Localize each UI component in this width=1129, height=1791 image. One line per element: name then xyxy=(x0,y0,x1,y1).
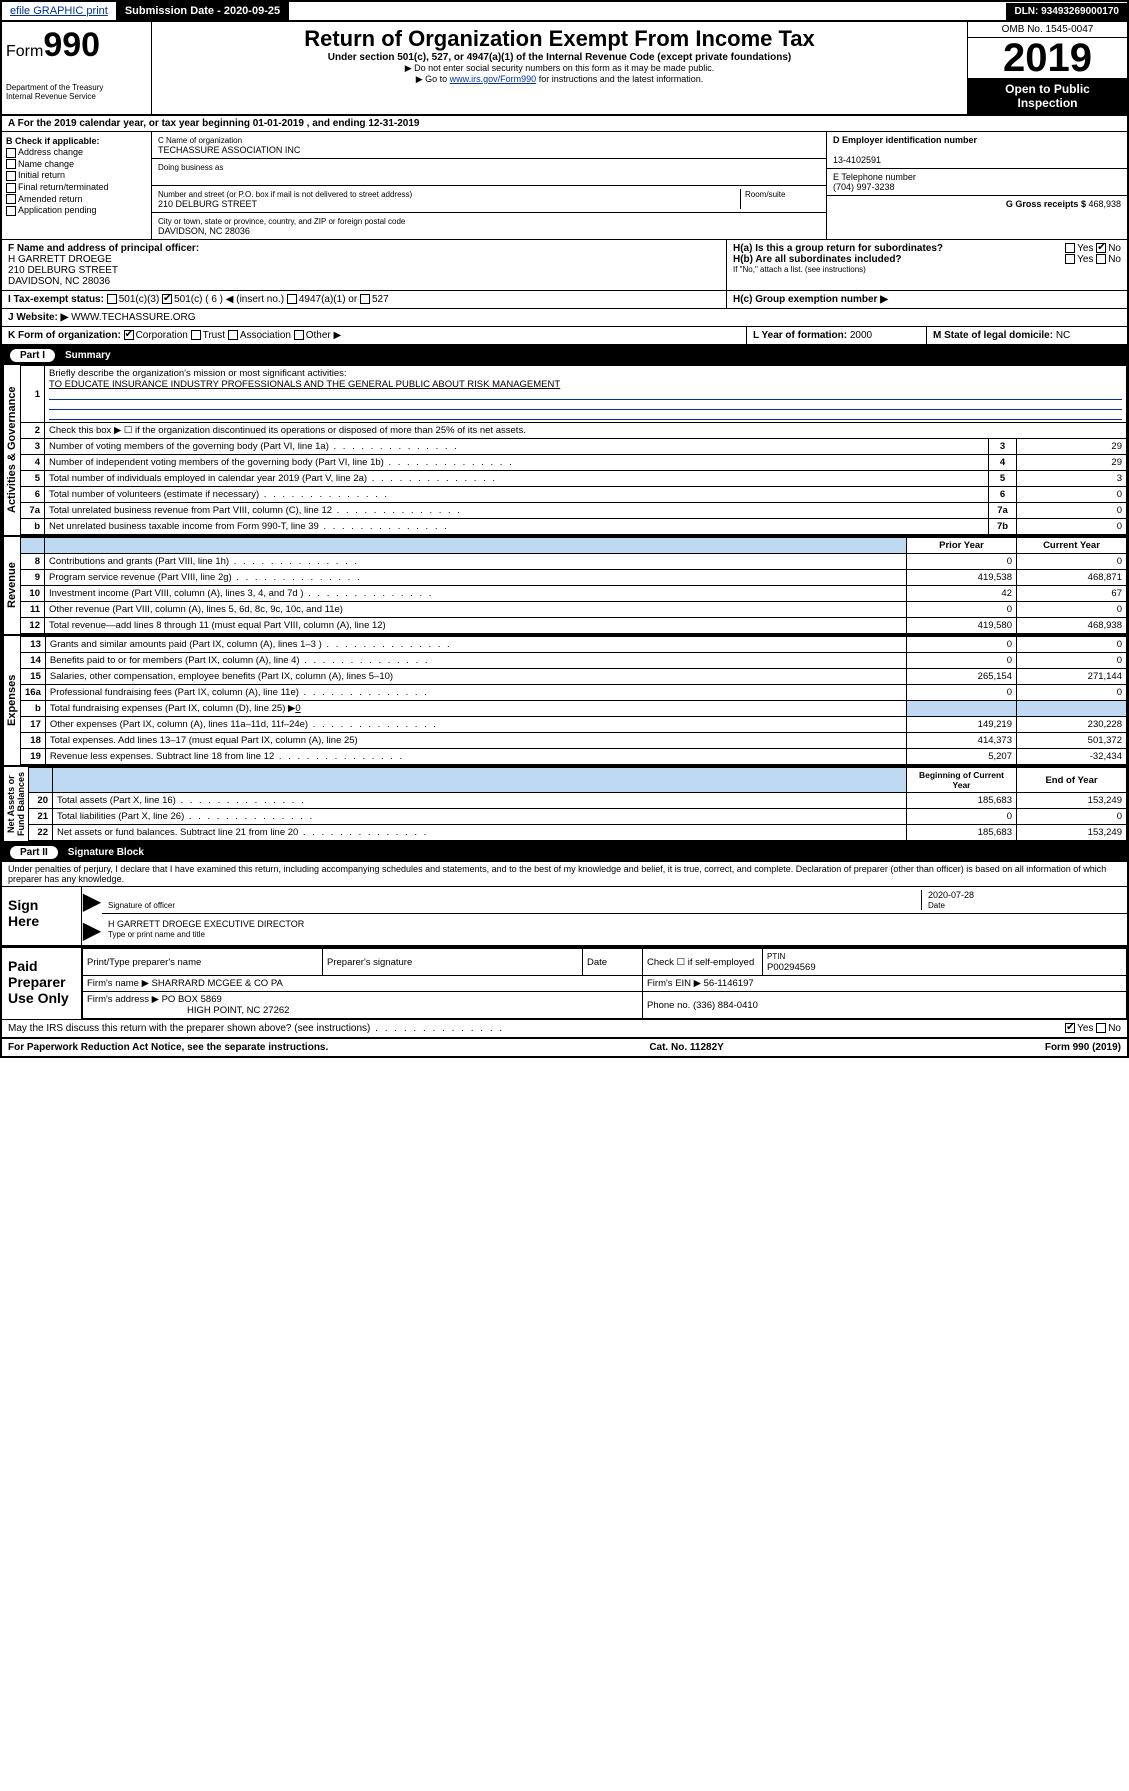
chk-initial-return[interactable]: Initial return xyxy=(6,170,147,181)
chk-address-change[interactable]: Address change xyxy=(6,147,147,158)
block-l: L Year of formation: 2000 xyxy=(747,327,927,344)
netassets-label: Net Assets or Fund Balances xyxy=(2,767,28,841)
form-subtitle: Under section 501(c), 527, or 4947(a)(1)… xyxy=(160,52,959,63)
form-note-link: ▶ Go to www.irs.gov/Form990 for instruct… xyxy=(160,74,959,85)
block-de: D Employer identification number13-41025… xyxy=(827,132,1127,239)
dln: DLN: 93493269000170 xyxy=(1006,3,1127,20)
dept-treasury: Department of the Treasury Internal Reve… xyxy=(6,83,147,101)
governance-label: Activities & Governance xyxy=(2,365,20,535)
ein: 13-4102591 xyxy=(833,155,881,165)
org-name: TECHASSURE ASSOCIATION INC xyxy=(158,145,300,155)
form-title: Return of Organization Exempt From Incom… xyxy=(160,26,959,52)
block-f: F Name and address of principal officer:… xyxy=(2,240,727,290)
irs-link[interactable]: www.irs.gov/Form990 xyxy=(450,74,537,84)
topbar: efile GRAPHIC print Submission Date - 20… xyxy=(2,2,1127,22)
section-a: A For the 2019 calendar year, or tax yea… xyxy=(2,116,1127,132)
revenue-label: Revenue xyxy=(2,537,20,634)
chk-final-return[interactable]: Final return/terminated xyxy=(6,182,147,193)
block-i: I Tax-exempt status: 501(c)(3) 501(c) ( … xyxy=(2,291,727,308)
chk-app-pending[interactable]: Application pending xyxy=(6,205,147,216)
footer: For Paperwork Reduction Act Notice, see … xyxy=(2,1039,1127,1056)
revenue-table: Prior YearCurrent Year 8Contributions an… xyxy=(20,537,1127,634)
block-m: M State of legal domicile: NC xyxy=(927,327,1127,344)
form-header: Form990 Department of the Treasury Inter… xyxy=(2,22,1127,116)
form-note-ssn: ▶ Do not enter social security numbers o… xyxy=(160,63,959,74)
preparer-table: Print/Type preparer's name Preparer's si… xyxy=(82,948,1127,1019)
block-j: J Website: ▶ WWW.TECHASSURE.ORG xyxy=(2,309,1127,326)
org-city: DAVIDSON, NC 28036 xyxy=(158,226,250,236)
efile-link[interactable]: efile GRAPHIC print xyxy=(2,2,117,20)
block-b: B Check if applicable: Address change Na… xyxy=(2,132,152,239)
chk-amended[interactable]: Amended return xyxy=(6,194,147,205)
netassets-table: Beginning of Current YearEnd of Year 20T… xyxy=(28,767,1127,841)
phone: (704) 997-3238 xyxy=(833,182,895,192)
block-k: K Form of organization: Corporation Trus… xyxy=(2,327,747,344)
submission-date: Submission Date - 2020-09-25 xyxy=(117,2,289,20)
part-i-header: Part ISummary xyxy=(2,346,1127,365)
open-public-badge: Open to Public Inspection xyxy=(968,78,1127,114)
block-h: H(a) Is this a group return for subordin… xyxy=(727,240,1127,290)
firm-name: SHARRARD MCGEE & CO PA xyxy=(152,978,283,989)
gross-receipts: 468,938 xyxy=(1088,199,1121,209)
part-ii-header: Part IISignature Block xyxy=(2,843,1127,862)
website[interactable]: WWW.TECHASSURE.ORG xyxy=(71,312,195,323)
expenses-table: 13Grants and similar amounts paid (Part … xyxy=(20,636,1127,765)
paid-preparer-label: Paid Preparer Use Only xyxy=(2,948,82,1019)
form-number: Form990 xyxy=(6,26,147,65)
expenses-label: Expenses xyxy=(2,636,20,765)
org-street: 210 DELBURG STREET xyxy=(158,199,257,209)
chk-name-change[interactable]: Name change xyxy=(6,159,147,170)
sign-here-label: Sign Here xyxy=(2,887,82,945)
mission-text: TO EDUCATE INSURANCE INDUSTRY PROFESSION… xyxy=(49,379,560,390)
penalties-text: Under penalties of perjury, I declare th… xyxy=(2,862,1127,886)
governance-table: 1 Briefly describe the organization's mi… xyxy=(20,365,1127,535)
block-hc: H(c) Group exemption number ▶ xyxy=(727,291,1127,308)
officer-name: H GARRETT DROEGE EXECUTIVE DIRECTOR xyxy=(108,919,304,929)
discuss-question: May the IRS discuss this return with the… xyxy=(2,1020,1127,1037)
block-c: C Name of organizationTECHASSURE ASSOCIA… xyxy=(152,132,827,239)
tax-year: 2019 xyxy=(968,38,1127,78)
